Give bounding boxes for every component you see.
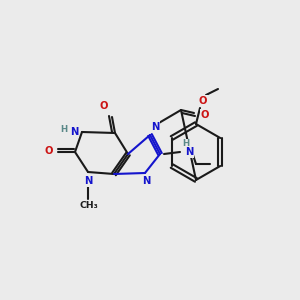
Text: O: O <box>199 96 207 106</box>
Text: O: O <box>100 101 108 111</box>
Text: O: O <box>45 146 53 156</box>
Text: N: N <box>84 176 92 186</box>
Text: N: N <box>142 176 150 186</box>
Text: H: H <box>182 140 190 148</box>
Text: N: N <box>70 127 78 137</box>
Text: H: H <box>60 124 68 134</box>
Text: N: N <box>151 122 159 132</box>
Text: O: O <box>201 110 209 120</box>
Text: CH₃: CH₃ <box>80 202 98 211</box>
Text: N: N <box>185 147 193 157</box>
